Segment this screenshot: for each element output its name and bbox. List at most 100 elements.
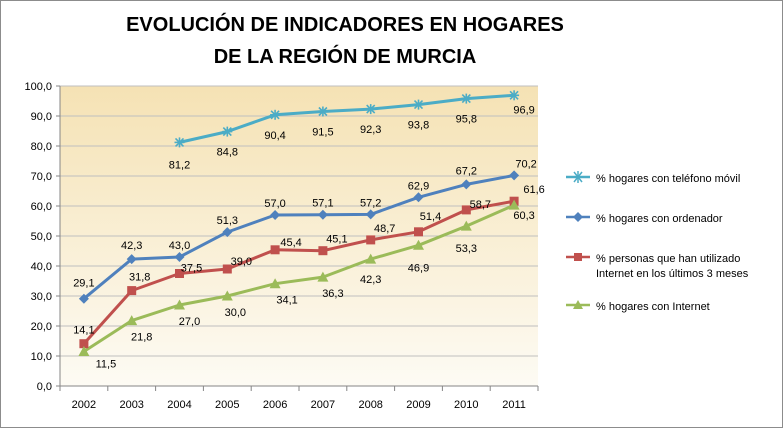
data-label: 51,4 (420, 211, 441, 223)
data-label: 21,8 (131, 332, 152, 344)
data-label: 30,0 (225, 307, 246, 319)
data-label: 53,3 (456, 243, 477, 255)
legend-symbol-diamond-icon (566, 212, 590, 222)
data-point-diamond (413, 192, 424, 203)
series-line (83, 203, 515, 353)
y-tick-label: 90,0 (31, 111, 52, 123)
data-label: 81,2 (169, 159, 190, 171)
data-label: 34,1 (276, 295, 297, 307)
data-label: 57,1 (312, 198, 333, 210)
data-point-star (270, 109, 281, 120)
data-point-square (318, 246, 328, 256)
data-point-diamond (174, 252, 185, 262)
chart-title-line2: DE LA REGIÓN DE MURCIA (213, 46, 477, 68)
data-label: 92,3 (360, 124, 381, 136)
data-label: 67,2 (456, 165, 477, 177)
data-label: 42,3 (121, 240, 142, 252)
legend-label-internet-users-line1: % personas que han utilizado (596, 253, 741, 265)
data-label: 39,0 (231, 256, 252, 268)
x-tick-label: 2005 (215, 399, 239, 411)
data-label: 84,8 (217, 147, 238, 159)
data-point-triangle (460, 220, 472, 231)
legend-symbol-triangle-icon (566, 300, 590, 309)
data-label: 96,9 (513, 104, 534, 116)
y-tick-label: 50,0 (31, 231, 52, 243)
data-point-square (414, 227, 423, 237)
data-point-triangle (508, 199, 520, 210)
y-tick-label: 60,0 (31, 201, 52, 213)
x-tick-label: 2007 (311, 399, 335, 411)
legend-symbol-star-icon (566, 171, 590, 183)
y-tick-label: 0,0 (37, 381, 52, 393)
data-label: 70,2 (515, 158, 536, 170)
data-point-star (365, 104, 376, 115)
data-label: 14,1 (73, 325, 94, 337)
data-point-diamond (270, 210, 281, 220)
x-tick-label: 2010 (454, 399, 478, 411)
legend-label-internet-users-line2: Internet en los últimos 3 meses (596, 268, 749, 280)
data-label: 45,1 (326, 234, 347, 246)
data-point-star (174, 137, 185, 148)
legend-item-computer: % hogares con ordenador (566, 208, 776, 228)
x-tick-label: 2004 (167, 399, 191, 411)
data-point-triangle (126, 315, 138, 326)
legend-label-internet-users: % personas que han utilizado Internet en… (596, 252, 748, 282)
y-tick-label: 40,0 (31, 261, 52, 273)
data-label: 36,3 (322, 288, 343, 300)
data-label: 93,8 (408, 120, 429, 132)
data-point-triangle (365, 253, 377, 264)
legend-item-internet-homes: % hogares con Internet (566, 296, 776, 316)
data-point-triangle (221, 290, 233, 301)
y-tick-label: 20,0 (31, 321, 52, 333)
data-point-star (461, 93, 472, 104)
data-point-triangle (78, 346, 90, 356)
data-label: 91,5 (312, 127, 333, 139)
data-point-diamond (317, 209, 328, 220)
data-label: 29,1 (73, 278, 94, 290)
data-point-diamond (78, 293, 89, 304)
data-point-diamond (126, 254, 137, 265)
data-label: 90,4 (264, 130, 285, 142)
data-point-triangle (269, 278, 281, 289)
data-point-diamond (461, 179, 472, 190)
data-point-square (79, 339, 89, 349)
y-tick-label: 70,0 (31, 171, 52, 183)
data-point-square (127, 286, 137, 296)
data-label: 11,5 (96, 359, 117, 371)
y-tick-label: 100,0 (24, 81, 52, 93)
data-label: 37,5 (181, 263, 202, 275)
legend: % hogares con teléfono móvil % hogares c… (566, 168, 776, 336)
data-point-star (509, 90, 520, 101)
data-label: 60,3 (513, 210, 534, 222)
x-tick-label: 2003 (119, 399, 143, 411)
legend-label-internet-homes: % hogares con Internet (596, 301, 710, 313)
legend-item-mobile: % hogares con teléfono móvil (566, 168, 776, 188)
x-tick-label: 2011 (502, 399, 526, 411)
data-label: 57,0 (264, 198, 285, 210)
data-label: 43,0 (169, 240, 190, 252)
x-tick-label: 2008 (358, 399, 382, 411)
data-point-diamond (222, 227, 233, 238)
data-label: 58,7 (470, 199, 491, 211)
legend-label-computer: % hogares con ordenador (596, 213, 723, 225)
data-label: 62,9 (408, 180, 429, 192)
y-tick-label: 80,0 (31, 141, 52, 153)
data-point-square (461, 205, 471, 215)
series-line (82, 199, 515, 345)
data-point-diamond (365, 209, 376, 220)
data-label: 51,3 (217, 215, 238, 227)
chart-title-line1: EVOLUCIÓN DE INDICADORES EN HOGARES (126, 14, 564, 36)
data-point-square (175, 269, 184, 278)
data-label: 48,7 (374, 223, 395, 235)
x-tick-label: 2002 (72, 399, 96, 411)
data-point-square (270, 245, 280, 255)
legend-symbol-square-icon (566, 253, 590, 261)
legend-item-internet-users: % personas que han utilizado Internet en… (566, 248, 776, 284)
data-point-square (222, 264, 232, 274)
data-label: 57,2 (360, 197, 381, 209)
data-label: 95,8 (456, 114, 477, 126)
legend-label-mobile: % hogares con teléfono móvil (596, 173, 741, 185)
data-point-star (317, 106, 328, 117)
data-point-diamond (509, 170, 520, 181)
